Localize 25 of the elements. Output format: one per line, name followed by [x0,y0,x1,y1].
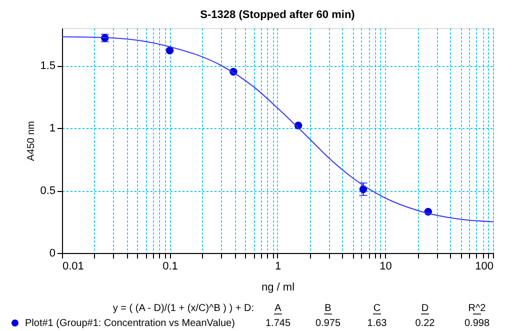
x-axis-title: ng / ml [261,282,295,294]
x-tick-label: 100 [475,260,494,272]
text: 0.998 [464,318,490,329]
text: B [324,303,332,314]
x-tick-label: 0.01 [62,260,84,272]
text: 1.63 [367,318,388,329]
text: D [421,303,429,314]
x-tick-label: 10 [380,260,392,272]
text: 0.22 [415,318,436,329]
x-tick-label: 1 [274,260,282,272]
text: 0.975 [315,318,341,329]
y-tick-label: 1.5 [40,60,56,72]
y-tick-label: 0 [49,248,56,260]
point [166,46,174,54]
x-tick-label: 0.1 [162,260,178,272]
chart-title: S-1328 (Stopped after 60 min) [200,9,356,21]
text: A [274,303,282,314]
text: 1.745 [265,318,291,329]
y-axis-title: A450 nm [26,120,38,162]
y-tick-label: 0.5 [40,185,56,197]
y-tick-label: 1 [49,122,56,134]
text: R^2 [468,303,486,314]
text: y = ( (A - D)/(1 + (x/C)^B ) ) + D: [112,303,254,314]
text: C [373,303,381,314]
legend-label: Plot#1 (Group#1: Concentration vs MeanValue) [25,318,235,329]
